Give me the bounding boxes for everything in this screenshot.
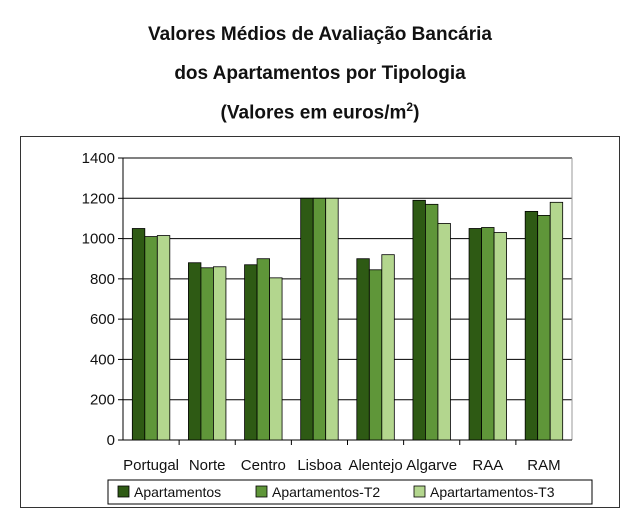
bar-ram-2	[537, 215, 551, 441]
bar-alentejo-2	[368, 269, 383, 441]
bar-alentejo-1	[356, 258, 370, 441]
bar-lisboa-3	[325, 197, 339, 441]
chart-title-line-2: dos Apartamentos por Tipologia	[174, 63, 466, 84]
y-tick-label: 400	[90, 351, 115, 368]
x-category-label: RAA	[472, 457, 503, 474]
x-category-label: Norte	[189, 457, 226, 474]
bar-algarve-1	[412, 199, 426, 441]
x-category-label: Algarve	[406, 457, 457, 474]
legend-swatch-3	[413, 485, 426, 498]
legend-label-2: Apartamentos-T2	[272, 484, 380, 500]
chart-title-line-1: Valores Médios de Avaliação Bancária	[148, 24, 492, 45]
bar-raa-3	[493, 232, 507, 441]
bar-algarve-3	[437, 223, 451, 441]
chart-title-line-3: (Valores em euros/m2)	[0, 100, 640, 124]
x-category-label: Lisboa	[297, 457, 342, 474]
legend-label-1: Apartamentos	[134, 484, 221, 500]
title-superscript: 2	[406, 100, 414, 114]
bar-norte-1	[188, 262, 202, 441]
y-tick-label: 1000	[82, 231, 115, 248]
y-tick-label: 1200	[82, 190, 115, 207]
y-tick-label: 0	[107, 432, 115, 449]
legend-label-3: Apartartamentos-T3	[430, 484, 555, 500]
title-units-end: )	[413, 102, 420, 124]
bar-portugal-1	[131, 228, 146, 441]
bar-alentejo-3	[381, 254, 395, 441]
bar-ram-3	[549, 201, 564, 441]
bar-lisboa-2	[312, 197, 327, 441]
y-tick-label: 800	[90, 271, 115, 288]
bar-norte-2	[200, 267, 214, 441]
legend	[107, 479, 593, 505]
y-tick-label: 600	[90, 311, 115, 328]
x-category-label: RAM	[527, 457, 560, 474]
bar-raa-1	[468, 228, 482, 441]
x-category-label: Centro	[241, 457, 286, 474]
bar-ram-1	[524, 210, 539, 441]
bar-portugal-3	[156, 235, 171, 441]
bar-raa-2	[481, 227, 495, 441]
bar-centro-3	[269, 277, 283, 441]
chart-frame	[20, 136, 620, 508]
bar-norte-3	[213, 266, 227, 441]
legend-swatch-1	[117, 485, 130, 498]
legend-swatch-2	[255, 485, 268, 498]
bar-centro-1	[244, 264, 258, 441]
y-tick-label: 200	[90, 392, 115, 409]
x-category-label: Alentejo	[348, 457, 402, 474]
bar-portugal-2	[144, 236, 158, 441]
bar-algarve-2	[425, 203, 439, 441]
bar-centro-2	[256, 258, 270, 441]
x-category-label: Portugal	[123, 457, 179, 474]
bar-lisboa-1	[300, 197, 314, 441]
y-tick-label: 1400	[82, 150, 115, 167]
title-units: (Valores em euros/m	[220, 102, 407, 124]
